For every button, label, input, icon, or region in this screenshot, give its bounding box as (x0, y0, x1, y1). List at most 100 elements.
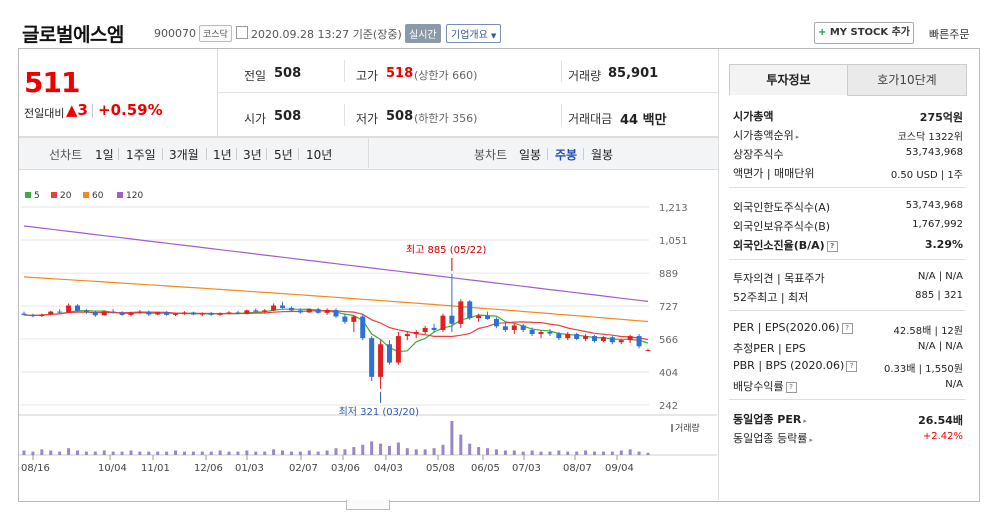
candle-body (529, 329, 535, 335)
candle-body (538, 331, 544, 335)
candle-body (547, 331, 553, 334)
chevron-down-icon: ▼ (491, 32, 497, 40)
range-3m[interactable]: 3개월 (169, 148, 199, 162)
moving-average-line (23, 225, 649, 302)
x-tick-label: 07/03 (512, 463, 541, 474)
range-1w[interactable]: 1주일 (126, 148, 156, 162)
legend-swatch (117, 192, 123, 198)
tab-order-book[interactable]: 호가10단계 (847, 64, 967, 96)
info-value: 53,743,968 (905, 147, 963, 158)
change-label: 전일대비 (24, 107, 65, 120)
candle-body (226, 312, 232, 314)
volume-bar (468, 443, 472, 455)
volume-bar (200, 451, 204, 455)
volume-bar (646, 452, 650, 455)
y-tick-label: 566 (659, 335, 678, 346)
candle-daily[interactable]: 일봉 (519, 148, 542, 162)
volume-bar (379, 443, 383, 455)
info-label-text: 52주최고 | 최저 (733, 291, 809, 304)
divider (298, 148, 299, 160)
legend-swatch (83, 192, 89, 198)
quick-order-link[interactable]: 빠른주문 (929, 28, 970, 41)
datetime: 2020.09.28 13:27 기준(장중) (251, 26, 402, 42)
range-5y[interactable]: 5년 (274, 148, 293, 162)
volume-bar (49, 450, 53, 455)
volume-bar (441, 444, 445, 455)
section-divider (729, 259, 965, 260)
volume-bar (370, 441, 374, 455)
volume-bar (637, 451, 641, 455)
candle-body (413, 331, 419, 335)
volume-bar (263, 451, 267, 455)
range-3y[interactable]: 3년 (243, 148, 262, 162)
collapse-handle[interactable] (346, 500, 390, 510)
volume-bar (334, 448, 338, 455)
legend-swatch (25, 192, 31, 198)
range-1y[interactable]: 1년 (213, 148, 232, 162)
x-tick-label: 11/01 (141, 463, 170, 474)
x-tick-label: 06/05 (471, 463, 500, 474)
lower-limit: (하한가 356) (414, 112, 478, 125)
candle-body (378, 344, 384, 377)
y-tick-label: 1,051 (659, 236, 688, 247)
help-icon[interactable]: ? (826, 240, 838, 252)
candle-body (369, 338, 375, 377)
realtime-button[interactable]: 실시간 (405, 24, 441, 43)
info-label-text: 외국인한도주식수(A) (733, 201, 831, 214)
candle-body (404, 334, 410, 337)
info-label-text: 외국인보유주식수(B) (733, 220, 831, 233)
help-icon[interactable]: ? (846, 360, 858, 372)
candle-body (386, 344, 392, 363)
x-tick-label: 08/07 (563, 463, 592, 474)
plus-icon: + (817, 27, 827, 38)
legend-swatch (51, 192, 57, 198)
divider (92, 104, 93, 118)
candle-body (645, 350, 651, 352)
info-label-text: 외국인소진율(B/A) (733, 239, 825, 252)
candle-body (449, 315, 455, 324)
candle-body (333, 309, 339, 317)
candle-body (360, 316, 366, 339)
info-label-text: 시가총액 (733, 110, 774, 123)
candle-body (592, 336, 598, 341)
add-my-stock-button[interactable]: + MY STOCK 추가 (814, 22, 914, 44)
open-label: 시가 (244, 112, 267, 126)
volume-bar (22, 450, 26, 455)
company-overview-button[interactable]: 기업개요 ▼ (446, 24, 502, 43)
x-tick-label: 04/03 (374, 463, 403, 474)
help-icon[interactable]: ? (785, 381, 797, 393)
tab-investment-info[interactable]: 투자정보 (729, 64, 848, 95)
candle-body (83, 310, 89, 313)
prev-label: 전일 (244, 69, 267, 83)
info-label: 동일업종 PER ▸ (733, 411, 807, 427)
x-tick-label: 01/03 (235, 463, 264, 474)
x-tick-label: 08/16 (21, 463, 50, 474)
volume-bar (236, 451, 240, 455)
info-label: 투자의견 | 목표주가 (733, 270, 825, 286)
range-10y[interactable]: 10년 (306, 148, 333, 162)
divider (344, 60, 345, 82)
divider (368, 138, 369, 168)
candle-monthly[interactable]: 월봉 (591, 148, 614, 162)
y-tick-label: 727 (659, 302, 678, 313)
divider (162, 148, 163, 160)
amount-value: 44 백만 (620, 113, 667, 128)
info-value: N/A (945, 379, 963, 390)
candle-body (30, 314, 36, 317)
help-icon[interactable]: ? (841, 322, 853, 334)
candle-body (440, 315, 446, 330)
candle-weekly[interactable]: 주봉 (555, 148, 578, 162)
candle-body (556, 333, 562, 339)
candle-body (618, 340, 624, 343)
divider (206, 148, 207, 160)
info-value: 1,767,992 (912, 219, 963, 230)
prev-value: 508 (274, 66, 302, 81)
divider (118, 148, 119, 160)
volume-bar (619, 450, 623, 455)
candle-body (395, 336, 401, 363)
price-chart[interactable]: 5 20 60 120 1,213 1,051 889 727 566 404 242 최고 885 … (19, 185, 717, 477)
volume-bar (40, 449, 44, 455)
range-1d[interactable]: 1일 (95, 148, 114, 162)
candle-body (146, 311, 152, 315)
volume-bar (584, 450, 588, 455)
